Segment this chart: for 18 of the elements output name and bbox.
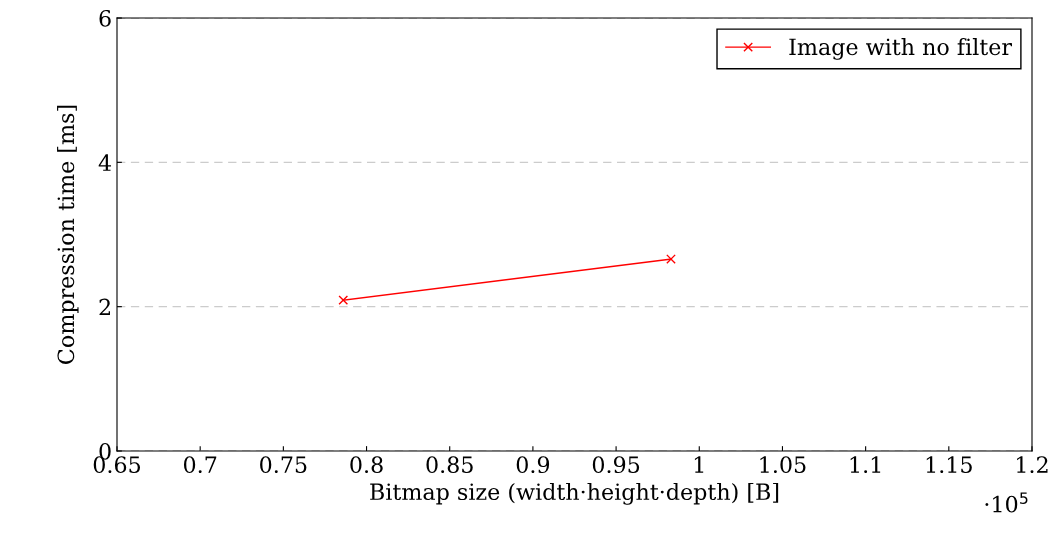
x-tick-label: 0.8 bbox=[350, 456, 383, 474]
x-tick-label: 0.85 bbox=[426, 456, 473, 474]
y-tick-label: 2 bbox=[99, 298, 110, 316]
x-tick-label: 0.95 bbox=[592, 456, 640, 474]
x-tick-label: 1.05 bbox=[760, 456, 806, 474]
x-tick-label: 1.2 bbox=[1017, 456, 1048, 474]
x-axis-title: Bitmap size (width·height·depth) [B] bbox=[370, 482, 779, 505]
y-axis-title: Compression time [ms] bbox=[57, 105, 79, 364]
x-tick-label: 1 bbox=[694, 456, 704, 473]
x-tick-label: 1.1 bbox=[850, 456, 881, 474]
x-tick-label: 0.9 bbox=[516, 456, 550, 474]
text: ·10$^{5}$ bbox=[985, 492, 1028, 513]
y-tick-label: 6 bbox=[99, 9, 111, 27]
x-tick-label: 0.7 bbox=[183, 456, 217, 474]
x-tick-label: 1.15 bbox=[926, 456, 972, 474]
y-tick-label: 4 bbox=[98, 154, 112, 171]
legend-label: Image with no filter bbox=[789, 38, 1012, 60]
x-tick-label: 0.75 bbox=[260, 456, 307, 474]
